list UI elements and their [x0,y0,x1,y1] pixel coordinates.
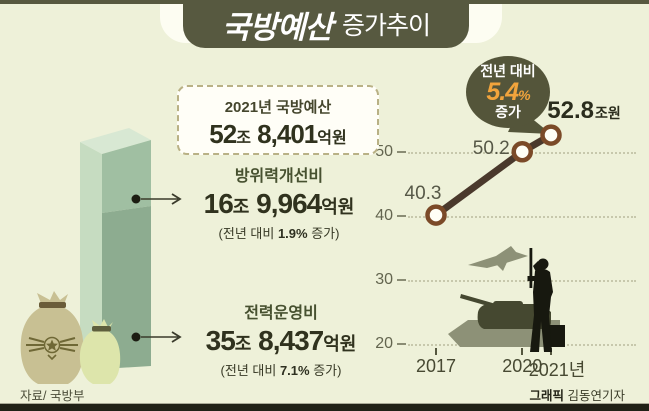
yoy-increase-bubble: 전년 대비 5.4% 증가 [466,56,550,128]
budget-unit-2: 억원 [317,130,347,147]
improvement-amount: 16조 9,964억원 [170,188,388,220]
money-bag-small-icon [79,319,121,384]
bar-top-face [80,128,151,154]
mnd-emblem-icon [26,336,78,361]
operation-note: (전년 대비 7.1% 증가) [170,360,392,379]
credit-name: 김동연기자 [564,389,625,403]
credit-label: 그래픽 [529,389,565,403]
improvement-note-post: 증가) [307,226,340,241]
data-point-2020 [511,140,533,163]
bubble-percent: 5.4% [486,77,530,106]
connector-operation [131,331,182,343]
title-main: 국방예산 [221,9,333,45]
bar-side-face [80,142,102,369]
operation-note-pct: 7.1% [279,363,310,378]
bar-segment-operation [102,206,151,369]
operation-note-pre: (전년 대비 [220,363,280,378]
total-budget-box: 2021년 국방예산 52조 8,401억원 [177,85,379,155]
tank-icon [460,294,551,329]
improvement-note-pct: 1.9% [277,226,308,241]
operation-num-1: 35 [205,325,236,356]
operation-label: 전력운영비 [244,305,318,322]
title-sub: 증가추이 [342,12,431,40]
improvement-note-pre: (전년 대비 [218,226,278,241]
improvement-num-2: 9,964 [249,188,322,219]
page-title: 국방예산 증가추이 [183,0,469,48]
budget-bar-3d [80,128,151,369]
data-point-2021년 [540,124,562,146]
improvement-unit-1: 조 [232,197,250,217]
connector-improvement [131,193,182,205]
operation-unit-1: 조 [234,334,252,354]
operation-unit-2: 억원 [323,334,357,354]
improvement-note: (전년 대비 1.9% 증가) [170,223,388,242]
bubble-line1: 전년 대비 [480,63,536,80]
bubble-percent-value: 5.4 [486,77,519,106]
data-point-2017 [425,204,447,226]
source-note: 자료/ 국방부 [20,389,85,403]
budget-box-title: 2021년 국방예산 [224,99,332,116]
operation-note-post: 증가) [309,363,342,378]
operation-num-2: 8,437 [251,325,324,356]
budget-num-2: 8,401 [250,119,318,149]
money-bag-large-icon [20,291,84,384]
budget-num-1: 52 [209,119,237,149]
jet-icon [468,246,528,271]
frame-top [0,0,649,4]
budget-unit-1: 조 [236,130,251,147]
budget-box-amount: 52조 8,401억원 [179,119,377,150]
bar-segment-improvement [102,140,151,213]
frame-bottom-line [0,403,649,404]
soldier-icon [527,248,553,352]
operation-cost-block: 전력운영비 35조 8,437억원 (전년 대비 7.1% 증가) [170,299,392,379]
operation-amount: 35조 8,437억원 [170,325,392,357]
improvement-label: 방위력개선비 [234,168,324,185]
bubble-percent-unit: % [518,86,530,103]
improvement-num-1: 16 [203,188,234,219]
frame-bottom [0,404,649,411]
credit-note: 그래픽 김동연기자 [530,385,626,404]
trend-line [432,131,555,219]
improvement-cost-block: 방위력개선비 16조 9,964억원 (전년 대비 1.9% 증가) [170,162,388,242]
bubble-line2: 증가 [495,104,521,121]
improvement-unit-2: 억원 [321,197,355,217]
